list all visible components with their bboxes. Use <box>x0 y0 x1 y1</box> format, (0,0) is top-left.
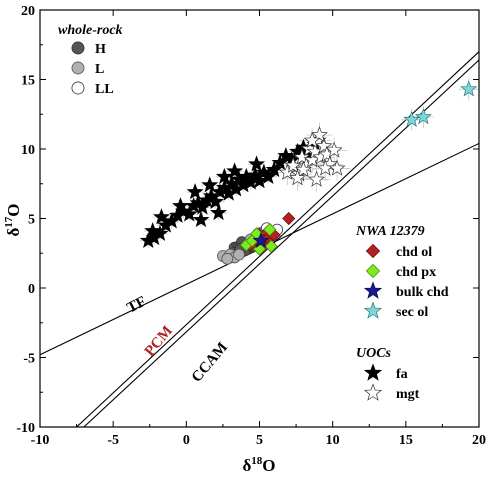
line-label-tf: TF <box>125 294 149 317</box>
data-point-mgt <box>289 169 307 186</box>
data-point-fa <box>210 204 228 221</box>
data-point-sec-ol <box>403 110 421 128</box>
legend-label-mgt: mgt <box>396 387 420 402</box>
y-tick-label: 15 <box>21 74 35 89</box>
legend-title-whole-rock: whole-rock <box>58 23 123 38</box>
y-tick-label: -10 <box>16 421 35 436</box>
x-tick-label: -10 <box>31 433 50 448</box>
data-point-fa <box>152 208 170 225</box>
data-point-fa <box>226 162 244 179</box>
legend-label-sec-ol: sec ol <box>396 305 428 320</box>
line-label-ccam: CCAM <box>189 340 231 386</box>
legend-label-h: H <box>95 42 106 57</box>
x-tick-label: 10 <box>326 433 340 448</box>
legend-label-chd-ol: chd ol <box>396 245 432 260</box>
legend-title-nwa-12379: NWA 12379 <box>355 224 425 239</box>
data-point-mgt <box>308 170 326 187</box>
x-tick-label: 20 <box>472 433 486 448</box>
data-point-fa <box>271 153 289 171</box>
data-point-mgt <box>293 148 311 165</box>
data-point-fa <box>192 210 210 228</box>
legend-label-ll: LL <box>95 82 114 97</box>
legend-marker-sec-ol <box>363 301 383 319</box>
data-point-l <box>233 248 245 261</box>
x-axis-label: δ18O <box>242 455 275 475</box>
data-point-mgt <box>278 163 296 180</box>
legend-marker-chd-ol <box>365 243 381 259</box>
legend-marker-h <box>71 41 85 55</box>
x-tick-label: 0 <box>183 433 190 448</box>
y-tick-label: 5 <box>28 213 35 228</box>
data-point-chd-ol <box>282 211 296 226</box>
data-point-fa <box>180 205 198 222</box>
y-tick-label: -5 <box>23 352 35 367</box>
line-label-pcm: PCM <box>142 323 176 359</box>
data-point-sec-ol <box>460 80 478 97</box>
data-point-mgt <box>328 159 346 176</box>
data-point-sec-ol <box>414 108 432 125</box>
legend-marker-l <box>71 61 85 75</box>
data-point-fa <box>207 192 225 210</box>
data-point-fa <box>259 167 277 185</box>
legend-marker-bulk-chd <box>363 281 383 299</box>
data-point-mgt <box>315 137 333 154</box>
data-point-l <box>221 252 234 265</box>
legend-label-l: L <box>95 62 104 77</box>
legend-marker-ll <box>71 81 85 95</box>
data-point-fa <box>171 197 189 214</box>
reference-line-pcm <box>76 51 479 427</box>
data-point-chd-px <box>264 239 278 253</box>
y-tick-label: 20 <box>21 4 35 19</box>
data-point-fa <box>215 167 233 185</box>
data-point-mgt <box>303 131 321 148</box>
x-tick-label: 5 <box>256 433 263 448</box>
y-tick-label: 0 <box>28 282 35 297</box>
data-point-fa <box>145 229 163 246</box>
data-point-bulk-chd <box>252 231 270 248</box>
data-point-mgt <box>294 160 312 178</box>
data-point-fa <box>201 176 219 193</box>
data-point-fa <box>265 160 283 178</box>
legend-marker-fa <box>363 363 383 381</box>
plot-frame <box>39 9 480 428</box>
y-axis-label: δ17O <box>3 203 23 236</box>
data-point-mgt <box>325 141 343 158</box>
legend-label-bulk-chd: bulk chd <box>396 285 449 300</box>
x-tick-label: -5 <box>107 433 119 448</box>
data-point-fa <box>186 183 204 200</box>
legend-label-fa: fa <box>396 367 408 382</box>
data-point-chd-px <box>263 223 277 237</box>
legend-title-uocs: UOCs <box>356 346 392 361</box>
legend-marker-chd-px <box>365 263 381 279</box>
y-tick-label: 10 <box>21 143 35 158</box>
legend-label-chd-px: chd px <box>396 265 436 280</box>
x-tick-label: 15 <box>399 433 413 448</box>
legend-marker-mgt <box>363 383 383 401</box>
data-point-fa <box>248 155 266 172</box>
